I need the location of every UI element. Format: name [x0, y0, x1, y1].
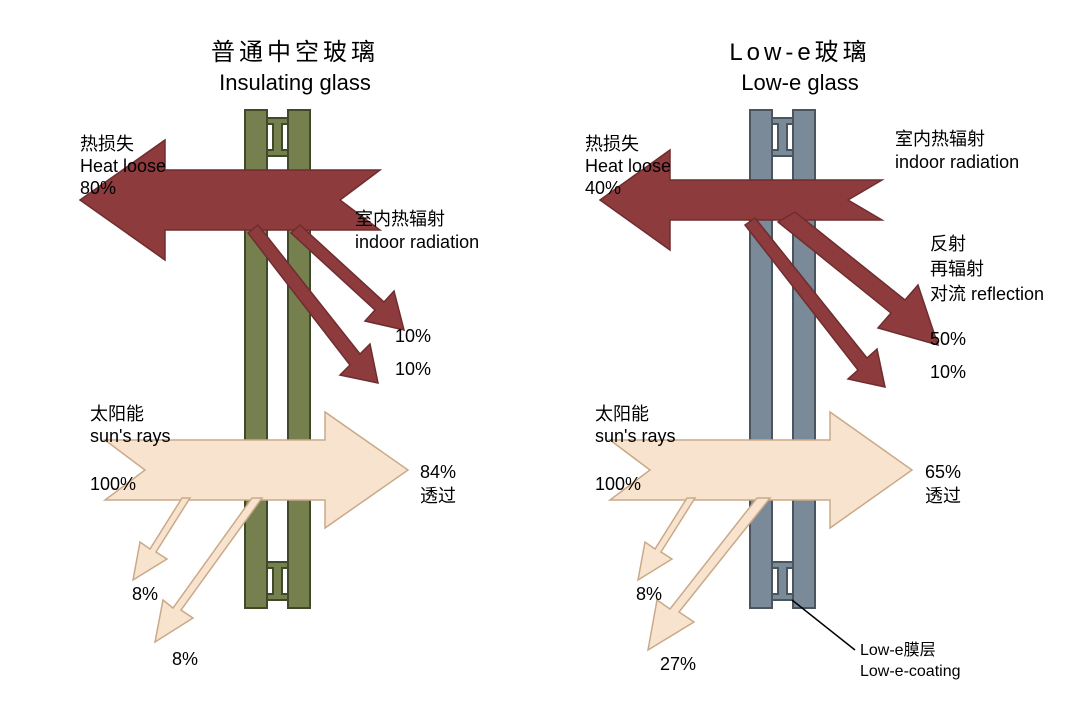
left-indoor-en: indoor radiation — [355, 232, 479, 252]
glass-comparison-diagram: 普通中空玻璃 Insulating glass 热损失 Heat loose 8… — [0, 0, 1080, 704]
left-panel: 普通中空玻璃 Insulating glass 热损失 Heat loose 8… — [80, 39, 479, 669]
left-heatloss-en: Heat loose — [80, 156, 166, 176]
right-title-en: Low-e glass — [741, 70, 858, 95]
left-heatloss-pct: 80% — [80, 178, 116, 198]
right-refl-3: 对流 reflection — [930, 284, 1044, 304]
right-indoor-en: indoor radiation — [895, 152, 1019, 172]
right-coating-cn: Low-e膜层 — [860, 641, 936, 659]
left-sun-refl-a: 8% — [132, 584, 158, 604]
left-indoor-cn: 室内热辐射 — [355, 209, 445, 229]
right-sun-in: 100% — [595, 474, 641, 494]
left-heat-branch-b: 10% — [395, 359, 431, 379]
left-sun-thru-pct: 84% — [420, 462, 456, 482]
left-sun-refl-b: 8% — [172, 649, 198, 669]
right-panel: Low-e玻璃 Low-e glass Low-e膜层 Low-e-coatin… — [585, 39, 1044, 680]
right-sun-thru-pct: 65% — [925, 462, 961, 482]
right-sun-refl-b: 27% — [660, 654, 696, 674]
right-coating-en: Low-e-coating — [860, 663, 961, 680]
left-heat-branch-a: 10% — [395, 326, 431, 346]
low-e-coating-callout — [792, 600, 855, 650]
right-heatloss-en: Heat loose — [585, 156, 671, 176]
right-heatloss-cn: 热损失 — [585, 134, 639, 154]
right-sun-cn: 太阳能 — [595, 404, 649, 424]
right-heat-branch-a: 50% — [930, 329, 966, 349]
right-indoor-cn: 室内热辐射 — [895, 129, 985, 149]
right-refl-2: 再辐射 — [930, 259, 984, 279]
left-sun-en: sun's rays — [90, 426, 170, 446]
right-sun-thru-cn: 透过 — [925, 486, 961, 506]
right-title-cn: Low-e玻璃 — [729, 39, 870, 66]
left-sun-in: 100% — [90, 474, 136, 494]
left-heat-arrow — [80, 140, 404, 383]
left-sun-thru-cn: 透过 — [420, 486, 456, 506]
right-sun-en: sun's rays — [595, 426, 675, 446]
left-sun-cn: 太阳能 — [90, 404, 144, 424]
left-title-en: Insulating glass — [219, 70, 371, 95]
right-heat-branch-b: 10% — [930, 362, 966, 382]
right-refl-1: 反射 — [930, 234, 966, 254]
left-title-cn: 普通中空玻璃 — [211, 39, 379, 66]
right-heatloss-pct: 40% — [585, 178, 621, 198]
right-sun-refl-a: 8% — [636, 584, 662, 604]
left-heatloss-cn: 热损失 — [80, 134, 134, 154]
